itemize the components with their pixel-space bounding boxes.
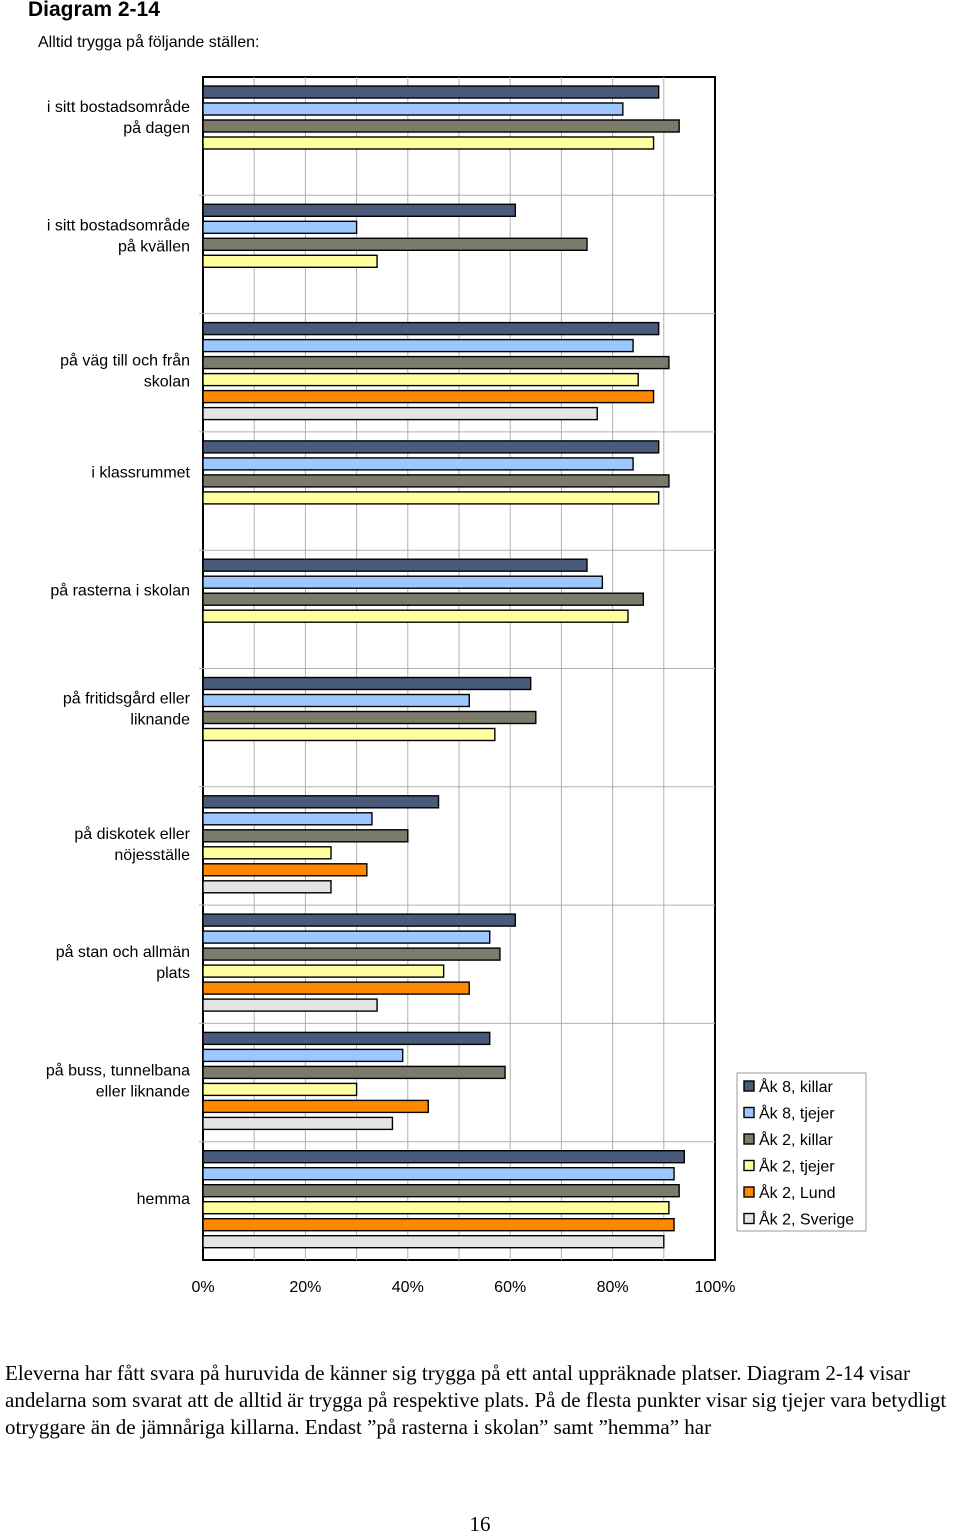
legend: Åk 8, killar Åk 8, tjejer Åk 2, killar Åk 2… bbox=[736, 1072, 867, 1232]
bar bbox=[202, 1166, 675, 1181]
bar bbox=[202, 1082, 358, 1097]
category-label: plats bbox=[156, 965, 190, 982]
category-label: skolan bbox=[144, 374, 190, 391]
legend-label: Åk 8, tjejer bbox=[759, 1104, 835, 1123]
bar bbox=[202, 710, 537, 725]
bar bbox=[202, 812, 373, 826]
legend-label: Åk 2, Sverige bbox=[759, 1210, 854, 1229]
chart-title: Alltid trygga på följande ställen: bbox=[38, 34, 260, 51]
bar bbox=[202, 321, 660, 336]
legend-swatch bbox=[743, 1080, 755, 1092]
category-label: på väg till och från bbox=[60, 352, 190, 370]
legend-label: Åk 2, tjejer bbox=[759, 1157, 835, 1176]
bar bbox=[202, 136, 655, 150]
page-number: 16 bbox=[469, 1512, 491, 1536]
category-label: hemma bbox=[137, 1191, 190, 1208]
bar bbox=[202, 102, 624, 116]
legend-swatch bbox=[743, 1159, 755, 1172]
bar bbox=[202, 1149, 685, 1164]
x-tick-label: 80% bbox=[597, 1279, 629, 1296]
bar bbox=[202, 727, 496, 742]
category-label: på fritidsgård eller bbox=[63, 690, 191, 708]
legend-swatch bbox=[743, 1212, 755, 1225]
bar bbox=[202, 237, 588, 252]
bar bbox=[202, 693, 470, 708]
bar bbox=[202, 1217, 675, 1232]
bar bbox=[202, 998, 378, 1012]
bar bbox=[202, 947, 501, 961]
diagram-heading: Diagram 2-14 bbox=[28, 0, 160, 21]
category-label: nöjesställe bbox=[114, 847, 190, 864]
bar bbox=[202, 575, 604, 589]
legend-label: Åk 2, Lund bbox=[759, 1183, 836, 1202]
bar bbox=[202, 676, 532, 691]
x-tick-label: 40% bbox=[392, 1279, 424, 1296]
bar bbox=[202, 558, 588, 572]
bar bbox=[202, 829, 409, 843]
body-paragraph: Eleverna har fått svara på huruvida de k… bbox=[5, 1361, 947, 1439]
bar bbox=[202, 1065, 506, 1080]
legend-swatch bbox=[743, 1106, 755, 1119]
legend-label: Åk 8, killar bbox=[759, 1077, 833, 1096]
x-tick-label: 0% bbox=[191, 1279, 214, 1296]
bar bbox=[202, 389, 655, 404]
bar bbox=[202, 1234, 665, 1249]
legend-swatch bbox=[743, 1186, 755, 1198]
gridlines bbox=[199, 76, 716, 1261]
bar bbox=[202, 1031, 491, 1046]
category-label: eller liknande bbox=[96, 1083, 190, 1100]
category-label: på dagen bbox=[123, 119, 190, 137]
bar bbox=[202, 406, 598, 421]
category-label: i klassrummet bbox=[91, 464, 190, 481]
bar bbox=[202, 220, 358, 235]
bar bbox=[202, 119, 680, 133]
bar bbox=[202, 1099, 429, 1114]
bar bbox=[202, 913, 517, 927]
bar bbox=[202, 338, 634, 353]
category-label: på diskotek eller bbox=[74, 825, 190, 843]
x-tick-label: 20% bbox=[289, 1279, 321, 1296]
bar bbox=[202, 254, 378, 269]
category-label: på kvällen bbox=[118, 237, 190, 255]
bar-chart: i sitt bostadsområde på dagen i sitt bosta… bbox=[46, 76, 867, 1296]
bars bbox=[202, 85, 685, 1249]
category-label: på buss, tunnelbana bbox=[46, 1061, 190, 1079]
bar bbox=[202, 846, 332, 860]
bar bbox=[202, 1183, 680, 1198]
bar bbox=[202, 491, 660, 505]
bar bbox=[202, 203, 517, 218]
x-axis-ticks: 0% 20% 40% 60% 80% 100% bbox=[191, 1279, 735, 1296]
category-labels: i sitt bostadsområde på dagen i sitt bosta… bbox=[46, 98, 191, 1208]
category-label: på rasterna i skolan bbox=[50, 582, 190, 600]
bar bbox=[202, 457, 634, 471]
bar bbox=[202, 85, 660, 99]
bar bbox=[202, 863, 368, 877]
bar bbox=[202, 880, 332, 894]
legend-box bbox=[736, 1072, 867, 1232]
category-label: på stan och allmän bbox=[56, 943, 190, 961]
bar bbox=[202, 609, 629, 623]
bar bbox=[202, 592, 645, 606]
bar bbox=[202, 964, 445, 978]
bar bbox=[202, 372, 639, 387]
bar bbox=[202, 1200, 670, 1215]
bar bbox=[202, 440, 660, 454]
category-label: i sitt bostadsområde bbox=[47, 216, 190, 234]
category-label: i sitt bostadsområde bbox=[47, 98, 190, 116]
category-label: liknande bbox=[130, 712, 190, 729]
legend-label: Åk 2, killar bbox=[759, 1130, 833, 1149]
bar bbox=[202, 1048, 404, 1063]
x-tick-label: 100% bbox=[695, 1279, 736, 1296]
x-tick-label: 60% bbox=[494, 1279, 526, 1296]
legend-swatch bbox=[743, 1133, 755, 1145]
bar bbox=[202, 795, 440, 809]
bar bbox=[202, 981, 470, 995]
bar bbox=[202, 355, 670, 370]
bar bbox=[202, 474, 670, 488]
bar bbox=[202, 1116, 394, 1131]
bar bbox=[202, 930, 491, 944]
